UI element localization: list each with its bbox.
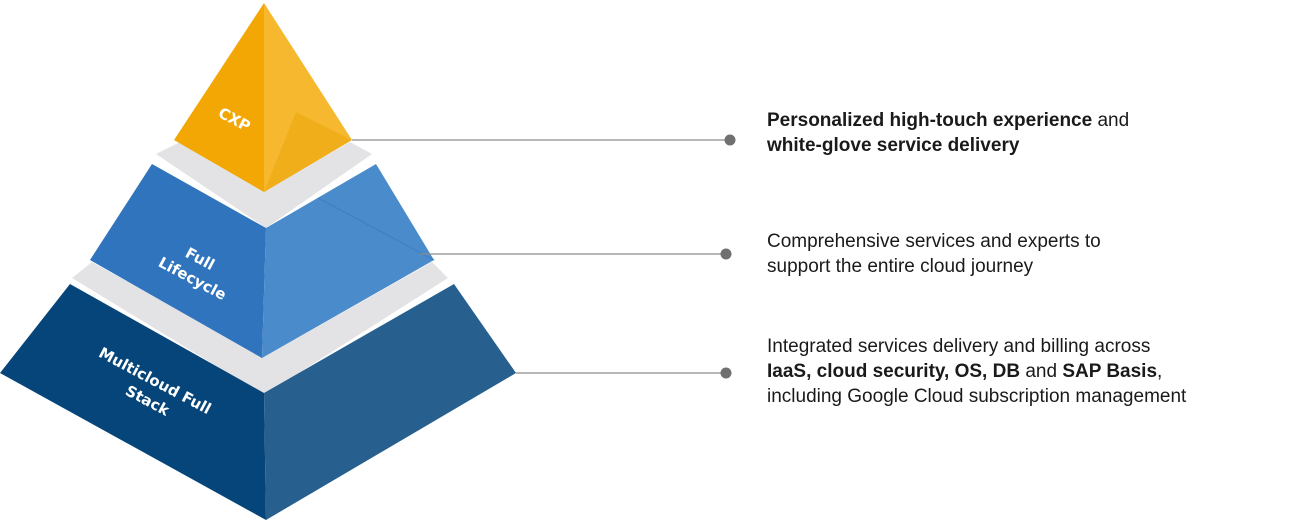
band-top	[156, 142, 372, 228]
multicloud-description-text-1: and	[1020, 361, 1063, 382]
lifecycle-description: Comprehensive services and experts to su…	[767, 229, 1101, 279]
tier-lifecycle-edge	[317, 197, 435, 261]
tier-cxp-front	[174, 3, 264, 192]
tier-cxp: CXP	[174, 3, 352, 192]
tier-lifecycle-side	[262, 164, 434, 358]
cxp-description-line2-bold: white-glove service delivery	[767, 135, 1020, 156]
tier-lifecycle-front	[90, 164, 266, 358]
cxp-description-line1-bold: Personalized high-touch experience	[767, 110, 1093, 131]
connectors	[352, 134, 736, 379]
multicloud-description-bold-1: IaaS, cloud security, OS, DB	[767, 361, 1021, 382]
cxp-description-line2: white-glove service delivery	[767, 133, 1129, 158]
multicloud-description-line1: Integrated services delivery and billing…	[767, 336, 1151, 357]
multicloud-description: Integrated services delivery and billing…	[767, 334, 1186, 409]
multicloud-description-line3: including Google Cloud subscription mana…	[767, 386, 1187, 407]
connector-lifecycle-dot	[720, 248, 732, 260]
tier-multicloud-front	[0, 284, 266, 520]
connector-cxp-dot	[724, 134, 736, 146]
cxp-description-line1-rest: and	[1092, 110, 1130, 131]
multicloud-description-bold-2: SAP Basis	[1062, 361, 1158, 382]
tier-cxp-side-shade	[264, 112, 352, 192]
cxp-description-line1: Personalized high-touch experience and	[767, 108, 1129, 133]
lifecycle-description-line1: Comprehensive services and experts to	[767, 231, 1101, 252]
cxp-description: Personalized high-touch experience and w…	[767, 108, 1129, 158]
tier-multicloud-side	[264, 284, 516, 520]
multicloud-description-line2: IaaS, cloud security, OS, DB and SAP Bas…	[767, 359, 1186, 384]
multicloud-description-text-2: ,	[1157, 361, 1163, 382]
tier-lifecycle: Full Lifecycle	[90, 164, 435, 358]
lifecycle-description-line2: support the entire cloud journey	[767, 256, 1034, 277]
band-bottom	[72, 262, 448, 395]
tier-multicloud: Multicloud Full Stack	[0, 284, 516, 520]
connector-multicloud-dot	[720, 367, 732, 379]
